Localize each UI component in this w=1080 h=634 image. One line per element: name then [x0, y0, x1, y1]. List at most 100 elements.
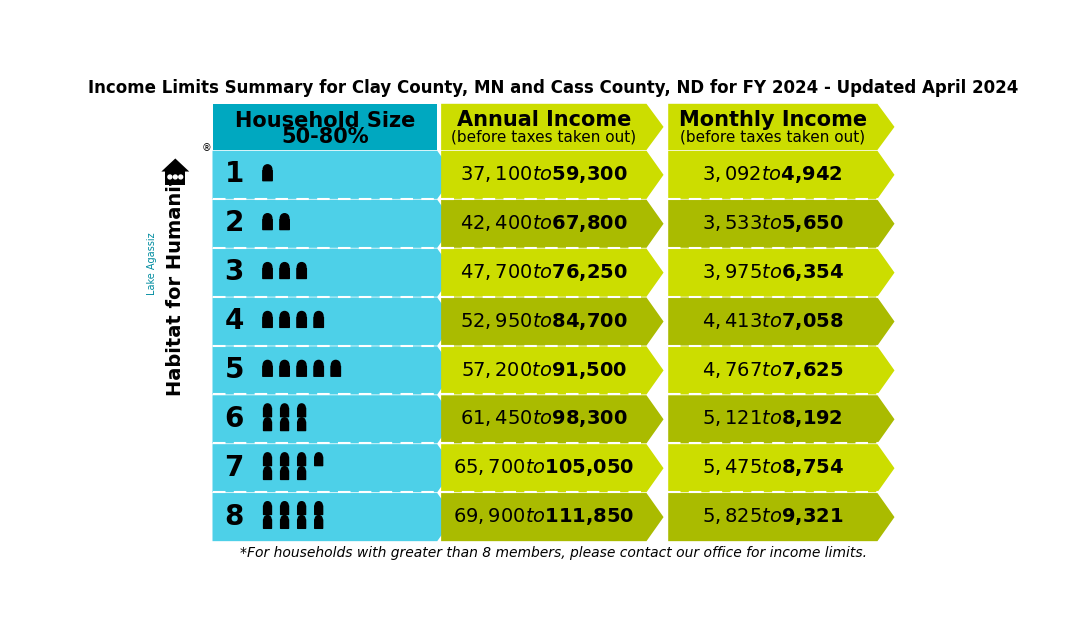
Polygon shape: [669, 297, 894, 346]
Circle shape: [264, 515, 271, 522]
Text: $4,413 to $7,058: $4,413 to $7,058: [702, 311, 843, 332]
Polygon shape: [669, 346, 894, 394]
Text: 5: 5: [225, 356, 244, 384]
FancyBboxPatch shape: [262, 365, 273, 377]
Text: *For households with greater than 8 members, please contact our office for incom: *For households with greater than 8 memb…: [240, 546, 867, 560]
Circle shape: [264, 501, 271, 508]
Text: $57,200 to $91,500: $57,200 to $91,500: [460, 359, 627, 380]
FancyBboxPatch shape: [297, 519, 307, 529]
Polygon shape: [213, 444, 455, 492]
FancyBboxPatch shape: [262, 316, 273, 328]
Polygon shape: [669, 444, 894, 492]
FancyBboxPatch shape: [279, 219, 291, 230]
Circle shape: [264, 165, 272, 173]
Circle shape: [297, 360, 306, 369]
Polygon shape: [441, 104, 663, 150]
Circle shape: [314, 360, 323, 369]
Text: 2: 2: [225, 209, 244, 237]
FancyBboxPatch shape: [262, 219, 273, 230]
Text: 50-80%: 50-80%: [281, 127, 368, 147]
Circle shape: [264, 418, 271, 425]
Polygon shape: [441, 200, 663, 248]
Text: $3,975 to $6,354: $3,975 to $6,354: [702, 262, 843, 283]
FancyBboxPatch shape: [330, 365, 341, 377]
FancyBboxPatch shape: [297, 470, 307, 480]
Circle shape: [174, 175, 177, 179]
FancyBboxPatch shape: [262, 470, 272, 480]
FancyBboxPatch shape: [314, 505, 323, 515]
Circle shape: [332, 360, 340, 369]
Text: 6: 6: [225, 405, 244, 433]
Polygon shape: [213, 395, 455, 443]
FancyBboxPatch shape: [280, 408, 289, 417]
Circle shape: [281, 404, 288, 411]
Polygon shape: [213, 249, 455, 297]
Circle shape: [264, 360, 272, 369]
Polygon shape: [669, 200, 894, 248]
Circle shape: [167, 175, 172, 179]
Text: $3,092 to $4,942: $3,092 to $4,942: [702, 164, 843, 185]
Text: 4: 4: [225, 307, 244, 335]
FancyBboxPatch shape: [314, 456, 323, 466]
FancyBboxPatch shape: [262, 268, 273, 279]
Text: (before taxes taken out): (before taxes taken out): [680, 129, 865, 145]
FancyBboxPatch shape: [313, 316, 324, 328]
Polygon shape: [213, 297, 455, 346]
Circle shape: [315, 515, 322, 522]
Circle shape: [264, 453, 271, 460]
FancyBboxPatch shape: [296, 316, 307, 328]
Polygon shape: [669, 395, 894, 443]
Text: $37,100 to $59,300: $37,100 to $59,300: [460, 164, 627, 185]
Text: $5,121 to $8,192: $5,121 to $8,192: [702, 408, 843, 429]
Polygon shape: [669, 249, 894, 297]
FancyBboxPatch shape: [314, 519, 323, 529]
Circle shape: [297, 262, 306, 271]
Text: 7: 7: [225, 454, 244, 482]
Text: 3: 3: [225, 258, 244, 286]
FancyBboxPatch shape: [262, 456, 272, 466]
Circle shape: [298, 404, 306, 411]
Circle shape: [315, 453, 322, 460]
FancyBboxPatch shape: [296, 268, 307, 279]
FancyBboxPatch shape: [279, 365, 291, 377]
Text: $52,950 to $84,700: $52,950 to $84,700: [460, 311, 627, 332]
Polygon shape: [441, 249, 663, 297]
Text: $61,450 to $98,300: $61,450 to $98,300: [460, 408, 627, 429]
Circle shape: [281, 214, 288, 222]
FancyBboxPatch shape: [279, 316, 291, 328]
Circle shape: [315, 501, 322, 508]
Circle shape: [298, 467, 306, 474]
Polygon shape: [161, 158, 189, 172]
Circle shape: [281, 515, 288, 522]
Text: $3,533 to $5,650: $3,533 to $5,650: [702, 213, 843, 234]
Text: Annual Income: Annual Income: [457, 110, 631, 130]
Circle shape: [298, 515, 306, 522]
Text: $65,700 to $105,050: $65,700 to $105,050: [454, 457, 634, 478]
FancyBboxPatch shape: [280, 456, 289, 466]
Text: Household Size: Household Size: [234, 112, 415, 131]
Circle shape: [298, 453, 306, 460]
Text: ®: ®: [202, 143, 212, 153]
Polygon shape: [213, 493, 455, 541]
Polygon shape: [213, 151, 455, 199]
FancyBboxPatch shape: [262, 505, 272, 515]
Text: $4,767 to $7,625: $4,767 to $7,625: [702, 359, 843, 380]
Circle shape: [297, 311, 306, 320]
FancyBboxPatch shape: [279, 268, 291, 279]
Polygon shape: [213, 200, 455, 248]
Text: Lake Agassiz: Lake Agassiz: [147, 233, 157, 295]
Polygon shape: [441, 444, 663, 492]
Circle shape: [281, 453, 288, 460]
Circle shape: [264, 404, 271, 411]
FancyBboxPatch shape: [297, 456, 307, 466]
FancyBboxPatch shape: [297, 505, 307, 515]
Polygon shape: [441, 395, 663, 443]
Polygon shape: [669, 151, 894, 199]
FancyBboxPatch shape: [262, 408, 272, 417]
Circle shape: [298, 501, 306, 508]
Text: $42,400 to $67,800: $42,400 to $67,800: [460, 213, 627, 234]
Text: (before taxes taken out): (before taxes taken out): [451, 129, 636, 145]
Polygon shape: [669, 104, 894, 150]
Polygon shape: [441, 151, 663, 199]
FancyBboxPatch shape: [280, 505, 289, 515]
